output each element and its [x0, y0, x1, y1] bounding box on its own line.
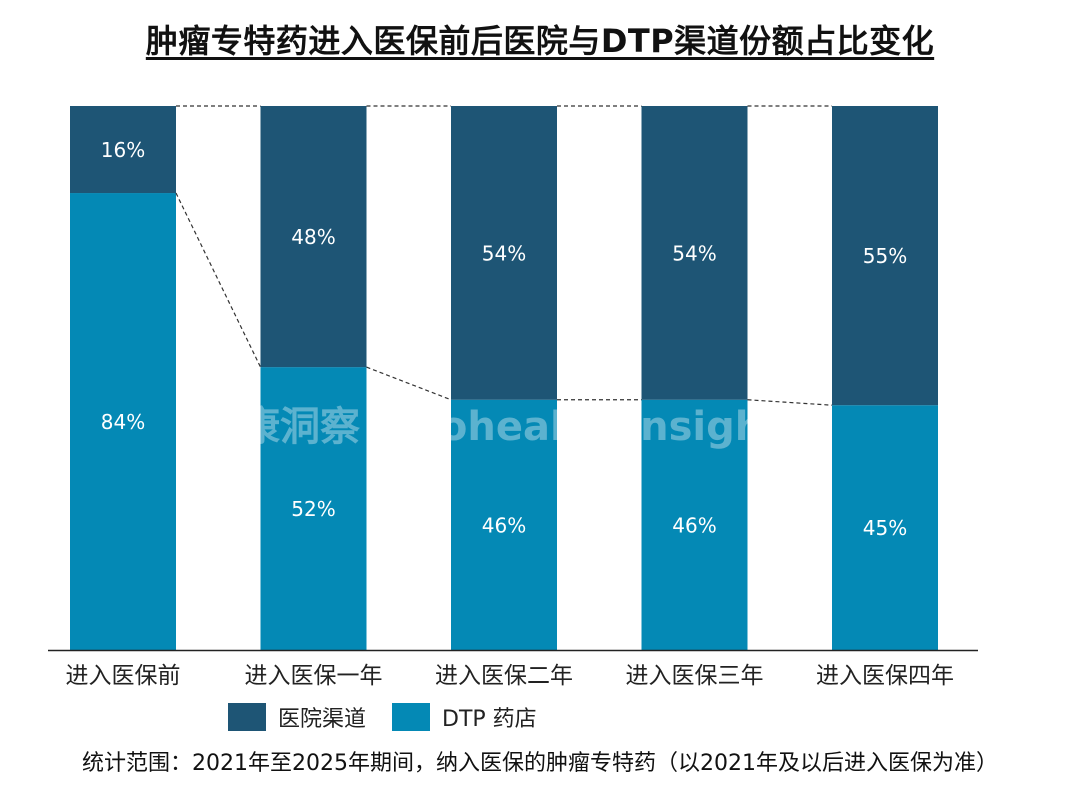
category-label-1: 进入医保一年 — [245, 663, 383, 689]
legend-swatch-dtp — [392, 703, 431, 731]
label-dtp-0: 84% — [101, 410, 145, 434]
label-hospital-3: 54% — [672, 241, 716, 265]
legend-swatch-hospital — [228, 703, 266, 731]
footnote: 统计范围：2021年至2025年期间，纳入医保的肿瘤专特药（以2021年及以后进… — [82, 751, 998, 776]
bar-hospital-4 — [832, 106, 938, 406]
bar-dtp-3 — [641, 399, 748, 650]
legend-item-hospital: 医院渠道 — [228, 701, 366, 733]
stacked-bar-chart: 84%16%52%48%46%54%46%54%45%55% 进入医保前 进入医保… — [48, 105, 978, 689]
label-dtp-2: 46% — [482, 513, 526, 537]
chart-title: 肿瘤专特药进入医保前后医院与DTP渠道份额占比变化 — [145, 22, 935, 60]
watermark: 中康洞察 sinohealth Insight — [200, 404, 782, 450]
connector-mid-3 — [747, 399, 833, 406]
bar-hospital-1 — [260, 106, 367, 368]
label-dtp-4: 45% — [863, 516, 907, 540]
bar-hospital-3 — [641, 106, 748, 400]
category-label-4: 进入医保四年 — [816, 663, 954, 689]
connector-mid-0 — [175, 192, 262, 368]
label-hospital-2: 54% — [482, 241, 526, 265]
legend: 医院渠道 DTP 药店 — [228, 700, 563, 734]
bar-hospital-0 — [70, 106, 176, 194]
category-label-3: 进入医保三年 — [626, 663, 764, 689]
bar-dtp-1 — [260, 367, 367, 650]
category-labels-group: 进入医保前 进入医保一年 进入医保二年 进入医保三年 进入医保四年 — [66, 663, 955, 689]
label-dtp-1: 52% — [291, 497, 335, 521]
legend-item-dtp: DTP 药店 — [392, 701, 537, 733]
label-dtp-3: 46% — [672, 513, 716, 537]
data-labels-group: 84% 16% 52% 48% 46% 54% 46% 54% 45% 55% — [101, 138, 907, 540]
bar-dtp-2 — [451, 399, 557, 650]
category-label-2: 进入医保二年 — [435, 663, 573, 689]
label-hospital-0: 16% — [101, 138, 145, 162]
bar-hospital-2 — [451, 106, 557, 400]
bar-dtp-4 — [832, 405, 938, 650]
label-hospital-4: 55% — [863, 244, 907, 268]
bar-dtp-0 — [70, 193, 176, 651]
legend-label-dtp: DTP 药店 — [442, 707, 537, 732]
bars-group — [70, 106, 938, 651]
category-label-0: 进入医保前 — [66, 663, 181, 689]
connector-mid-1 — [366, 366, 452, 401]
legend-label-hospital: 医院渠道 — [278, 707, 367, 732]
connector-lines-group — [175, 105, 833, 406]
label-hospital-1: 48% — [291, 225, 335, 249]
